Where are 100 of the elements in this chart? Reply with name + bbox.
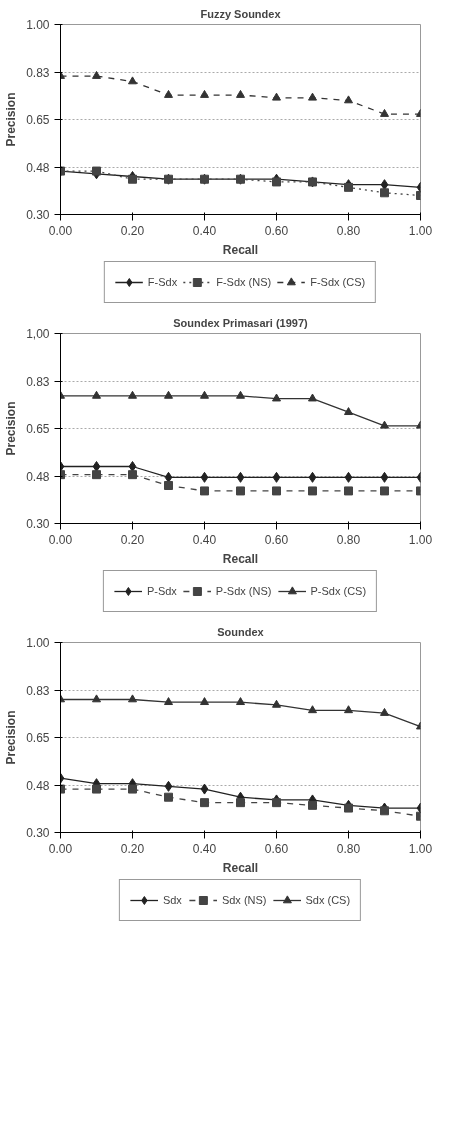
x-tick-label: 0.20 [120,532,145,547]
point [164,89,173,98]
x-tick-label: 0.00 [48,532,73,547]
point [344,486,353,496]
point [164,792,173,802]
point [380,188,389,198]
point [236,390,245,399]
point [128,390,137,399]
point [380,707,389,716]
point [344,407,353,416]
x-tick-label: 0.40 [192,223,217,238]
point [92,390,101,399]
point [236,486,245,496]
y-tick-label: 0.48 [26,160,50,175]
y-tick-label: 0.83 [26,374,50,389]
point [200,798,209,808]
legend-label: Sdx (NS) [221,894,267,906]
point [344,95,353,104]
point [92,784,101,794]
y-tick-label: 0.30 [26,208,50,222]
point [236,697,245,706]
point [236,798,245,808]
point [272,393,281,402]
y-tick-label: 1.00 [26,636,50,650]
legend-label: F-Sdx (CS) [310,276,366,288]
point [272,699,281,708]
legend-label: F-Sdx (NS) [216,276,272,288]
point [164,697,173,706]
x-axis-title: Recall [222,242,259,257]
x-tick-label: 0.20 [120,223,145,238]
point [200,390,209,399]
point [308,393,317,402]
point [92,166,101,176]
x-tick-label: 0.20 [120,841,145,856]
point [308,705,317,714]
point [236,471,245,483]
y-tick-label: 0.83 [26,65,50,80]
y-tick-label: 0.65 [26,422,50,436]
chart-title: Fuzzy Soundex [200,7,282,20]
legend-label: Sdx [162,894,183,906]
point [128,76,137,85]
y-tick-label: 1.00 [26,18,50,32]
x-axis-title: Recall [222,551,259,566]
point [380,420,389,429]
point [380,806,389,816]
legend-label: P-Sdx (CS) [310,585,367,597]
x-tick-label: 0.80 [336,223,361,238]
chart-title: Soundex Primasari (1997) [173,316,309,329]
legend-label: F-Sdx [147,276,178,288]
point [272,177,281,187]
point [200,697,209,706]
point [308,471,317,483]
point [272,798,281,808]
point [344,803,353,813]
legend-label: Sdx (CS) [305,894,351,906]
point [272,92,281,101]
y-tick-label: 0.48 [26,469,50,484]
x-tick-label: 0.60 [264,532,289,547]
x-tick-label: 0.00 [48,223,73,238]
x-tick-label: 1.00 [408,841,433,856]
point [344,705,353,714]
point [164,481,173,490]
legend-label: P-Sdx [146,585,177,597]
x-tick-label: 0.40 [192,841,217,856]
x-tick-label: 0.80 [336,532,361,547]
point [272,486,281,496]
point [200,783,209,795]
y-tick-label: 0.48 [26,778,50,793]
y-tick-label: 0.83 [26,683,50,698]
point [380,471,389,483]
y-axis-title: Precision [4,710,19,765]
x-axis-title: Recall [222,860,259,875]
y-tick-label: 0.30 [26,517,50,531]
point [308,800,317,810]
point [128,470,137,480]
point [200,89,209,98]
x-tick-label: 1.00 [408,532,433,547]
y-axis-title: Precision [4,401,19,456]
point [308,92,317,101]
y-tick-label: 0.65 [26,731,50,745]
point [92,694,101,703]
point [128,694,137,703]
point [164,780,173,792]
chart-title: Soundex [217,625,265,638]
point [200,471,209,483]
y-tick-label: 0.30 [26,826,50,840]
legend-label: P-Sdx (NS) [215,585,272,597]
y-tick-label: 1,00 [26,327,50,341]
x-tick-label: 0.80 [336,841,361,856]
point [272,471,281,483]
y-axis-title: Precision [4,92,19,147]
x-tick-label: 0.40 [192,532,217,547]
x-tick-label: 0.60 [264,841,289,856]
x-tick-label: 0.00 [48,841,73,856]
point [344,471,353,483]
point [236,89,245,98]
point [380,486,389,496]
point [92,470,101,480]
y-tick-label: 0.65 [26,113,50,127]
point [308,486,317,496]
